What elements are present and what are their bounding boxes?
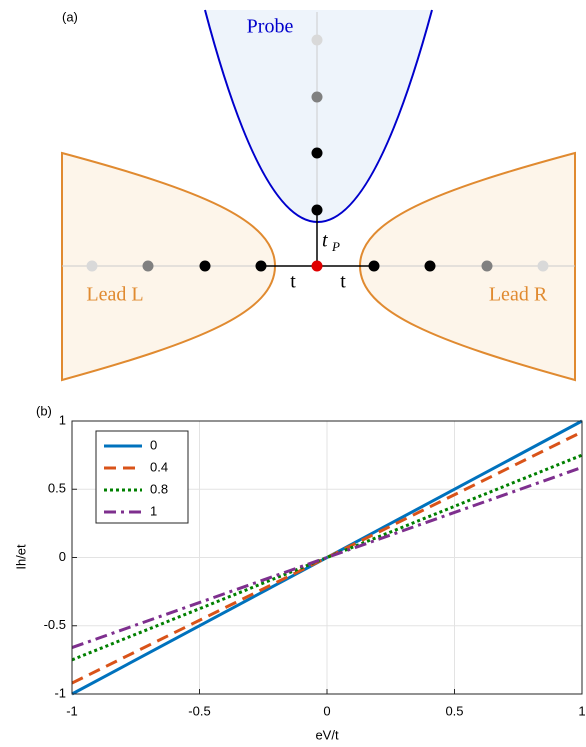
site bbox=[311, 204, 323, 216]
legend: 0 0.4 0.8 1 bbox=[95, 430, 189, 524]
x-tick-label: -0.5 bbox=[188, 703, 210, 718]
site bbox=[368, 260, 380, 272]
legend-label: 0.4 bbox=[150, 459, 168, 474]
probe-hopping-label: t bbox=[322, 230, 328, 252]
x-axis-label: eV/t bbox=[315, 727, 339, 742]
x-tick-label: 1 bbox=[578, 703, 585, 718]
site bbox=[311, 91, 323, 103]
lead-label: Lead R bbox=[489, 284, 548, 306]
x-tick-label: -1 bbox=[66, 703, 78, 718]
panel-label: (b) bbox=[36, 403, 52, 418]
legend-label: 0 bbox=[150, 437, 157, 452]
x-tick-label: 0 bbox=[323, 703, 330, 718]
y-tick-label: -0.5 bbox=[44, 617, 66, 632]
site bbox=[537, 260, 549, 272]
site bbox=[255, 260, 267, 272]
legend-label: 1 bbox=[150, 503, 157, 518]
site bbox=[424, 260, 436, 272]
central-site bbox=[311, 260, 323, 272]
probe-hopping-subscript: P bbox=[331, 239, 340, 254]
site bbox=[311, 34, 323, 46]
series-line bbox=[71, 465, 583, 650]
x-tick-label: 0.5 bbox=[445, 703, 463, 718]
lead-label: Lead L bbox=[86, 284, 143, 306]
series-line bbox=[71, 419, 583, 696]
y-axis-label: Ih/et bbox=[13, 544, 28, 570]
panel-label: (a) bbox=[62, 9, 78, 24]
site bbox=[86, 260, 98, 272]
site bbox=[142, 260, 154, 272]
legend-label: 0.8 bbox=[150, 481, 168, 496]
y-tick-label: 0 bbox=[59, 549, 66, 564]
series-line bbox=[71, 453, 583, 662]
hopping-label: t bbox=[340, 271, 346, 293]
site bbox=[199, 260, 211, 272]
sites bbox=[86, 34, 549, 272]
axes-frame bbox=[71, 420, 583, 695]
hopping-label: t bbox=[290, 271, 296, 293]
y-tick-label: 1 bbox=[59, 412, 66, 427]
probe-label: Probe bbox=[247, 16, 294, 38]
y-tick-label: 0.5 bbox=[48, 481, 66, 496]
site bbox=[311, 147, 323, 159]
site bbox=[481, 260, 493, 272]
y-tick-label: -1 bbox=[54, 685, 66, 700]
